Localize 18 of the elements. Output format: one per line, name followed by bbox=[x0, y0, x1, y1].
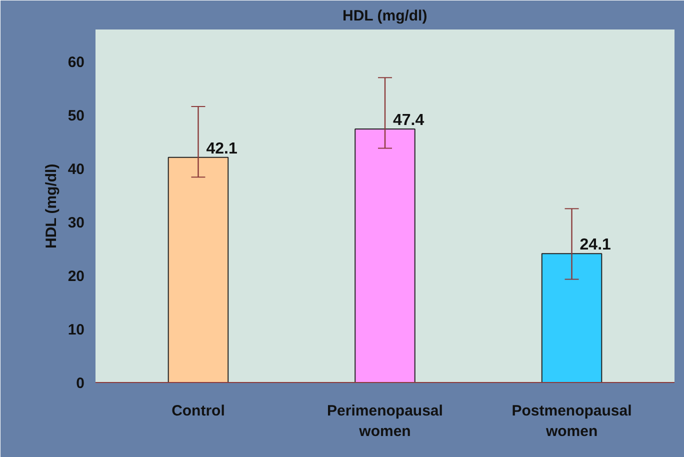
x-tick-label: Postmenopausal women bbox=[512, 402, 632, 440]
y-tick-label: 0 bbox=[76, 375, 84, 392]
data-label: 42.1 bbox=[206, 140, 238, 158]
data-label: 24.1 bbox=[580, 236, 612, 254]
bar bbox=[541, 253, 602, 382]
bar bbox=[168, 156, 229, 382]
bar bbox=[354, 128, 416, 382]
y-tick-label: 40 bbox=[68, 161, 85, 178]
y-axis-title: HDL (mg/dl) bbox=[42, 164, 60, 248]
y-tick-label: 60 bbox=[68, 54, 85, 72]
chart-title: HDL (mg/dl) bbox=[342, 8, 428, 24]
y-tick-label: 30 bbox=[68, 214, 85, 232]
data-label: 47.4 bbox=[393, 112, 424, 129]
y-tick-label: 20 bbox=[68, 268, 85, 286]
y-tick-label: 50 bbox=[68, 108, 85, 125]
y-tick-label: 10 bbox=[68, 322, 85, 339]
x-tick-label: Control bbox=[172, 402, 225, 420]
x-tick-label: Perimenopausal women bbox=[327, 402, 443, 440]
